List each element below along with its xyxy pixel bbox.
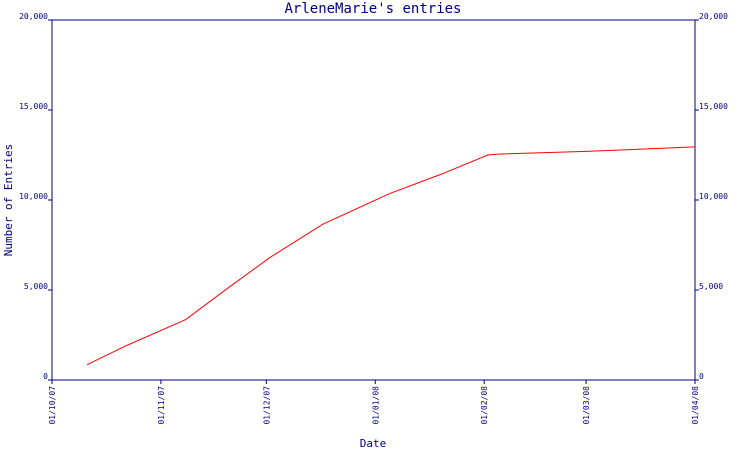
y-tick-label-right: 0 — [699, 372, 704, 381]
y-tick-label-left: 5,000 — [24, 282, 48, 291]
x-tick-label: 01/10/07 — [48, 386, 57, 425]
plot-area — [51, 19, 696, 381]
y-tick-label-right: 10,000 — [699, 192, 728, 201]
x-tick-label: 01/01/08 — [371, 386, 380, 425]
series-group — [86, 146, 696, 366]
x-tick-label: 01/11/07 — [157, 386, 166, 425]
y-tick-label-left: 0 — [43, 372, 48, 381]
x-tick-label: 01/03/08 — [582, 386, 591, 425]
y-axis-left: 0 5,000 10,000 15,000 20,000 — [19, 12, 52, 381]
y-axis-right: 0 5,000 10,000 15,000 20,000 — [695, 12, 728, 381]
x-tick-label: 01/02/08 — [480, 386, 489, 425]
x-tick-label: 01/12/07 — [262, 386, 271, 425]
x-tick-label: 01/04/08 — [691, 386, 700, 425]
y-tick-label-left: 10,000 — [19, 192, 48, 201]
chart-title: ArleneMarie's entries — [284, 1, 461, 17]
x-axis: 01/10/07 01/11/07 01/12/07 01/01/08 01/02/08… — [48, 380, 700, 425]
x-axis-label: Date — [360, 437, 387, 450]
y-tick-label-left: 15,000 — [19, 102, 48, 111]
y-tick-label-right: 15,000 — [699, 102, 728, 111]
y-tick-label-right: 5,000 — [699, 282, 723, 291]
series-line — [86, 146, 696, 366]
y-tick-label-right: 20,000 — [699, 12, 728, 21]
y-tick-label-left: 20,000 — [19, 12, 48, 21]
y-axis-label: Number of Entries — [2, 144, 15, 257]
